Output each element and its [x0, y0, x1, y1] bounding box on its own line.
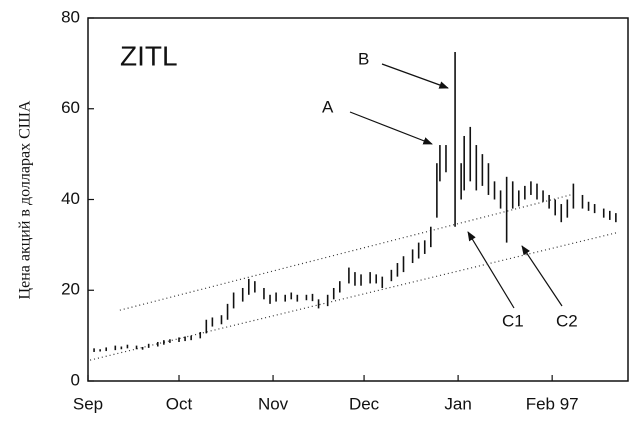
- arrow: [381, 63, 449, 89]
- y-tick-label: 20: [61, 280, 80, 299]
- x-tick-label: Sep: [73, 394, 103, 413]
- x-tick-label: Oct: [166, 394, 193, 413]
- y-tick-label: 0: [71, 370, 80, 389]
- trend-line: [89, 231, 620, 361]
- arrow: [521, 245, 563, 307]
- x-tick-label: Feb 97: [526, 394, 579, 413]
- arrow: [349, 111, 433, 145]
- plot-frame: [87, 17, 629, 382]
- annotation: B: [358, 49, 369, 68]
- annotation: C1: [502, 311, 524, 330]
- x-tick-label: Jan: [444, 394, 471, 413]
- annotation: C2: [556, 311, 578, 330]
- x-tick-label: Nov: [258, 394, 289, 413]
- x-tick-label: Dec: [349, 394, 380, 413]
- chart-title: ZITL: [120, 40, 178, 71]
- annotation: A: [322, 97, 334, 116]
- y-axis-label: Цена акций в долларах США: [17, 100, 34, 299]
- y-tick-label: 60: [61, 98, 80, 117]
- arrow: [467, 231, 515, 309]
- y-tick-label: 80: [61, 7, 80, 26]
- trend-line: [119, 194, 571, 311]
- y-tick-label: 40: [61, 189, 80, 208]
